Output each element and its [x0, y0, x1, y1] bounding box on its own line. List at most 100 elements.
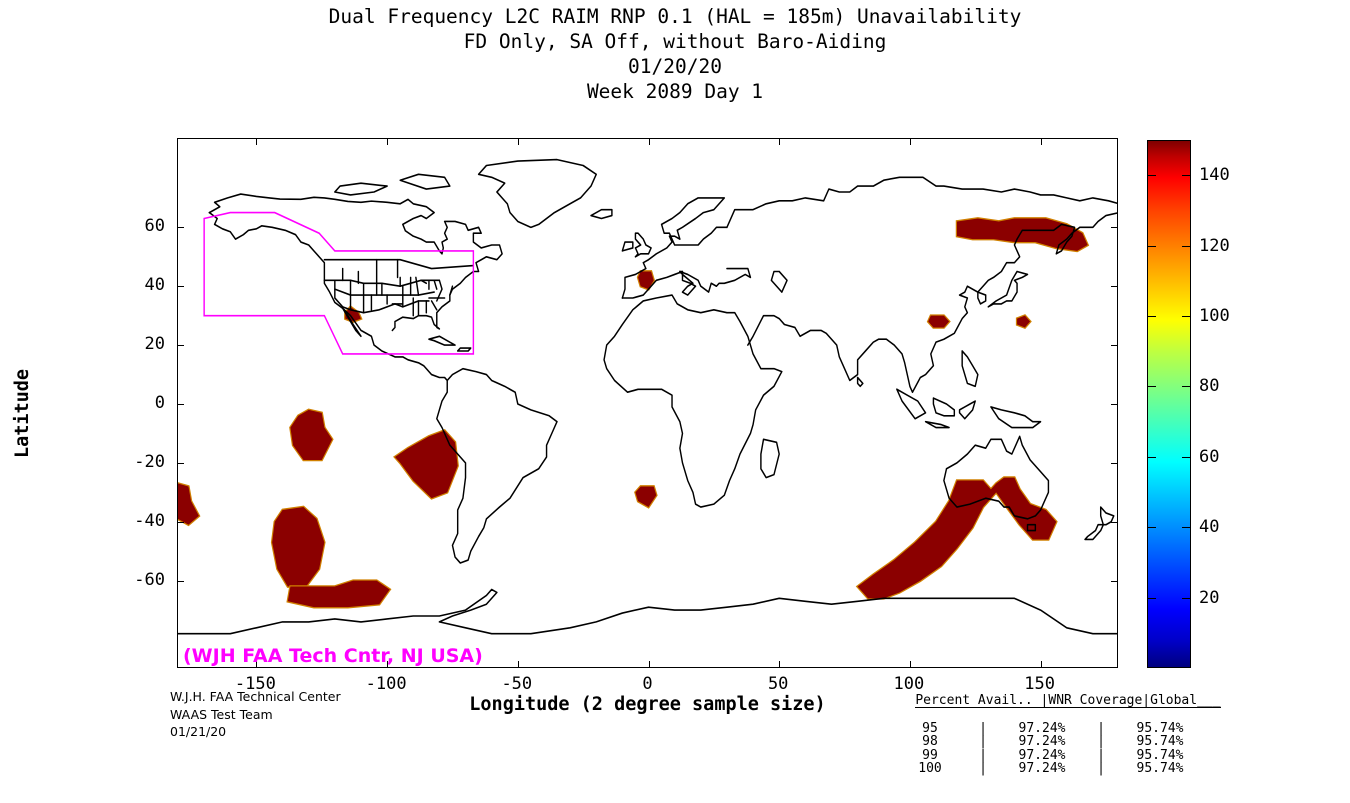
colorbar-tick-left-120 — [1147, 245, 1156, 247]
colorbar-tick-label-120: 120 — [1199, 235, 1230, 256]
y-tick-right-60 — [1111, 227, 1117, 229]
stats-table-row: 98 | 97.24% | 95.74% — [884, 735, 1212, 749]
coastline-path — [603, 294, 783, 508]
y-tick-label--20: -20 — [134, 451, 165, 472]
x-tick-150 — [1040, 661, 1042, 667]
wnr-coverage-polygon — [203, 211, 475, 355]
x-tick-top--150 — [256, 139, 258, 145]
coastline-path — [436, 367, 558, 564]
coastline-path — [932, 397, 956, 417]
y-tick-right-20 — [1111, 345, 1117, 347]
y-tick-right-40 — [1111, 286, 1117, 288]
coastline-path — [856, 376, 864, 388]
coastline-path — [987, 270, 1029, 308]
colorbar-tick-label-20: 20 — [1199, 587, 1220, 608]
coastline-path — [990, 406, 1042, 429]
stats-cell-separator: | — [979, 747, 987, 763]
credit-line-3: 01/21/20 — [170, 724, 227, 739]
colorbar-tick-label-40: 40 — [1199, 517, 1220, 538]
x-tick-top-150 — [1040, 139, 1042, 145]
coastline-path — [208, 211, 448, 382]
coastline-path — [977, 291, 987, 305]
x-tick-top-0 — [648, 139, 650, 145]
y-tick-0 — [178, 404, 184, 405]
coastline-path — [621, 197, 728, 299]
y-tick-right--20 — [1111, 462, 1117, 464]
coastline-path — [1026, 523, 1037, 532]
stats-cell-percent: 99 — [922, 747, 938, 763]
x-tick-label-50: 50 — [767, 674, 789, 694]
outage-region-west-edge-pacific — [178, 483, 199, 525]
title-line-4: Week 2089 Day 1 — [586, 80, 764, 103]
x-tick-label--150: -150 — [234, 674, 276, 694]
coastline-path — [341, 300, 430, 314]
tech-center-stamp: (WJH FAA Tech Cntr, NJ USA) — [183, 645, 483, 667]
stats-cell-percent: 95 — [922, 720, 938, 736]
stats-cell-wnr: 97.24% — [1018, 720, 1066, 736]
y-axis-title: Latitude — [12, 368, 34, 459]
stats-table-row: 95 | 97.24% | 95.74% — [884, 720, 1212, 736]
colorbar-tick-right-60 — [1182, 456, 1191, 458]
colorbar-tick-left-100 — [1147, 316, 1156, 317]
credit-block: W.J.H. FAA Technical Center WAAS Test Te… — [170, 688, 341, 741]
map-plot-area[interactable]: (WJH FAA Tech Cntr, NJ USA) — [177, 138, 1118, 668]
coastline-path — [726, 176, 1117, 229]
coastline-path — [436, 279, 443, 302]
x-tick--100 — [387, 661, 389, 667]
stats-cell-percent: 100 — [918, 761, 942, 776]
stats-cell-separator: | — [979, 734, 987, 749]
coastline-path — [896, 388, 927, 420]
credit-line-2: WAAS Test Team — [170, 706, 273, 722]
stats-cell-wnr: 97.24% — [1018, 734, 1066, 749]
colorbar-tick-label-60: 60 — [1199, 446, 1220, 467]
stats-table-row: 99 | 97.24% | 95.74% — [884, 747, 1212, 763]
colorbar-tick-left-60 — [1147, 456, 1156, 458]
title-line-3: 01/20/20 — [628, 55, 722, 78]
stats-cell-global: 95.74% — [1136, 720, 1184, 736]
coastline-path — [634, 232, 652, 258]
coastline-path — [415, 276, 420, 296]
y-tick-60 — [178, 227, 184, 229]
coastline-path — [433, 279, 438, 290]
stats-table-body: 95 | 97.24% | 95.74% 98 | 97.24% | 95.74% 99 | 97.24… — [884, 720, 1212, 776]
wnr-coverage-polygon-layer — [203, 211, 475, 355]
coastline-path — [420, 279, 428, 285]
coastline-path — [924, 420, 950, 429]
y-tick-label--40: -40 — [134, 510, 165, 531]
outage-regions-layer — [178, 217, 1090, 609]
x-tick-top--50 — [517, 139, 519, 145]
outage-region-eastern-siberia — [956, 218, 1088, 251]
stats-cell-wnr: 97.24% — [1018, 747, 1066, 763]
colorbar-tick-right-140 — [1182, 175, 1191, 177]
colorbar-tick-left-140 — [1147, 175, 1156, 177]
figure-canvas: Dual Frequency L2C RAIM RNP 0.1 (HAL = 1… — [12, 5, 1230, 775]
x-tick-label-0: 0 — [642, 674, 653, 694]
coastline-path — [456, 347, 472, 352]
coastline-path — [399, 173, 451, 190]
coastline-path — [334, 288, 435, 296]
stats-header-global: Global — [1150, 692, 1198, 708]
x-tick--150 — [256, 661, 258, 667]
stats-header-percent: Percent Avail. — [915, 692, 1025, 708]
coastline-path — [323, 258, 475, 270]
outage-region-east-of-japan — [1017, 315, 1031, 328]
stats-cell-percent: 98 — [922, 734, 938, 749]
colorbar-tick-right-20 — [1182, 597, 1191, 599]
y-tick-20 — [178, 345, 184, 347]
x-tick-label-150: 150 — [1024, 674, 1055, 694]
colorbar-tick-right-40 — [1182, 527, 1191, 529]
coastline-path — [449, 285, 454, 296]
y-tick--60 — [178, 580, 184, 582]
colorbar-tick-label-100: 100 — [1199, 306, 1230, 326]
x-tick-0 — [648, 661, 650, 667]
x-tick-100 — [909, 661, 911, 667]
coastline-path — [961, 350, 979, 388]
y-tick-label-0: 0 — [154, 393, 165, 413]
x-tick-label--50: -50 — [501, 674, 533, 694]
coastline-path — [590, 208, 613, 220]
colorbar-tick-right-120 — [1182, 245, 1191, 247]
coastline-path — [334, 182, 388, 196]
stats-cell-wnr: 97.24% — [1018, 761, 1066, 776]
x-tick-top--100 — [387, 139, 389, 145]
title-line-2: FD Only, SA Off, without Baro-Aiding — [463, 30, 887, 53]
